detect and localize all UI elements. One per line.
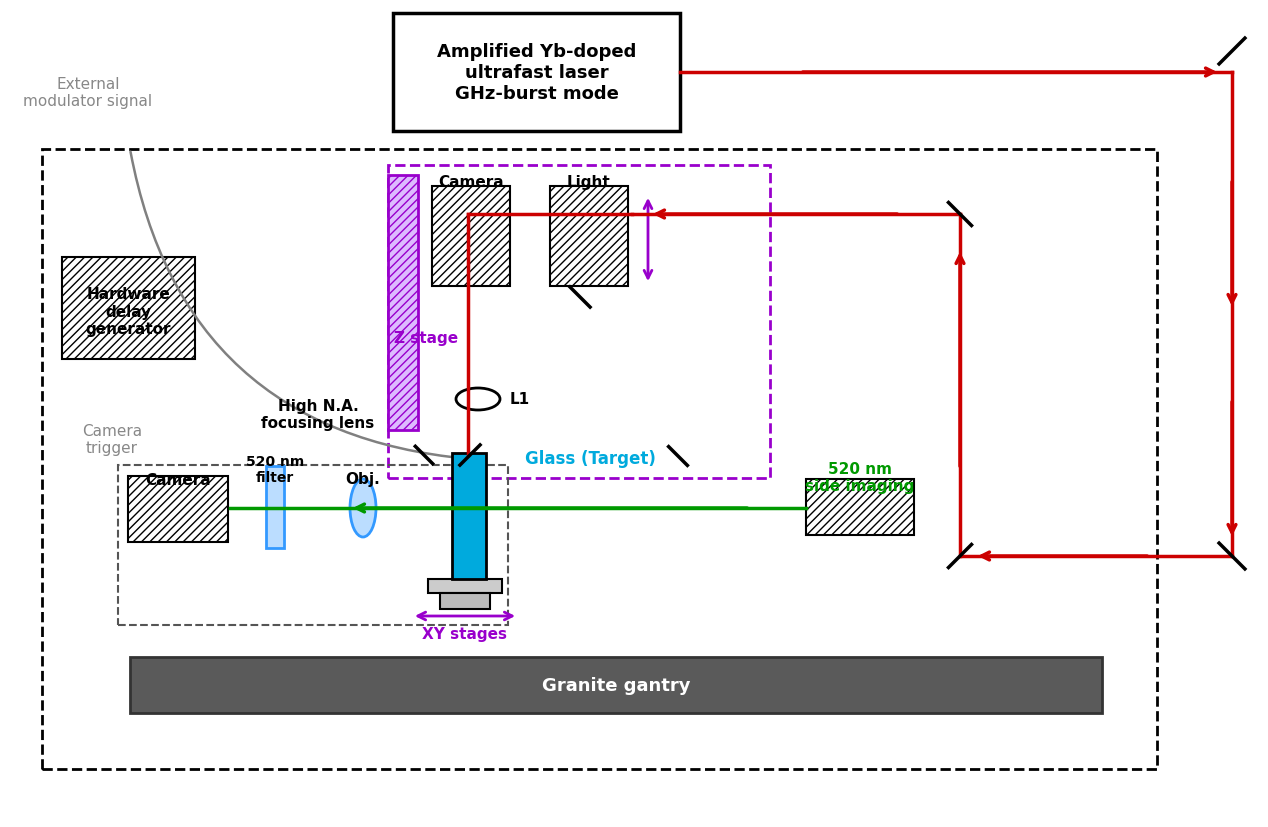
Text: Amplified Yb-doped
ultrafast laser
GHz-burst mode: Amplified Yb-doped ultrafast laser GHz-b…	[436, 43, 637, 103]
Bar	[440, 593, 489, 609]
Text: Camera: Camera	[439, 174, 503, 189]
Text: Light: Light	[567, 174, 611, 189]
Bar	[432, 187, 510, 287]
Bar	[388, 176, 418, 431]
Bar	[131, 657, 1102, 713]
Text: 520 nm
filter: 520 nm filter	[246, 455, 304, 485]
Text: Hardware
delay
generator: Hardware delay generator	[85, 287, 171, 337]
Bar	[429, 579, 502, 593]
Text: 520 nm
side imaging: 520 nm side imaging	[805, 461, 914, 494]
Bar	[388, 165, 770, 479]
Text: High N.A.
focusing lens: High N.A. focusing lens	[261, 399, 374, 431]
Text: Camera
trigger: Camera trigger	[82, 423, 142, 456]
Bar	[806, 480, 914, 535]
Text: L1: L1	[510, 392, 530, 407]
Bar	[62, 258, 195, 360]
Text: XY stages: XY stages	[422, 627, 507, 642]
Text: Z stage: Z stage	[394, 330, 458, 345]
Bar	[128, 476, 228, 543]
Text: Granite gantry: Granite gantry	[541, 676, 690, 694]
Text: External
modulator signal: External modulator signal	[23, 77, 152, 109]
Bar	[118, 466, 508, 625]
FancyArrowPatch shape	[131, 152, 467, 459]
Ellipse shape	[350, 480, 377, 538]
Bar	[550, 187, 628, 287]
Ellipse shape	[456, 389, 500, 410]
Text: Obj.: Obj.	[346, 471, 380, 486]
Bar	[451, 453, 486, 579]
Bar	[42, 150, 1156, 769]
Text: Glass (Target): Glass (Target)	[525, 449, 656, 467]
Bar	[393, 14, 680, 131]
Text: Camera: Camera	[146, 472, 210, 487]
Bar	[266, 466, 284, 548]
